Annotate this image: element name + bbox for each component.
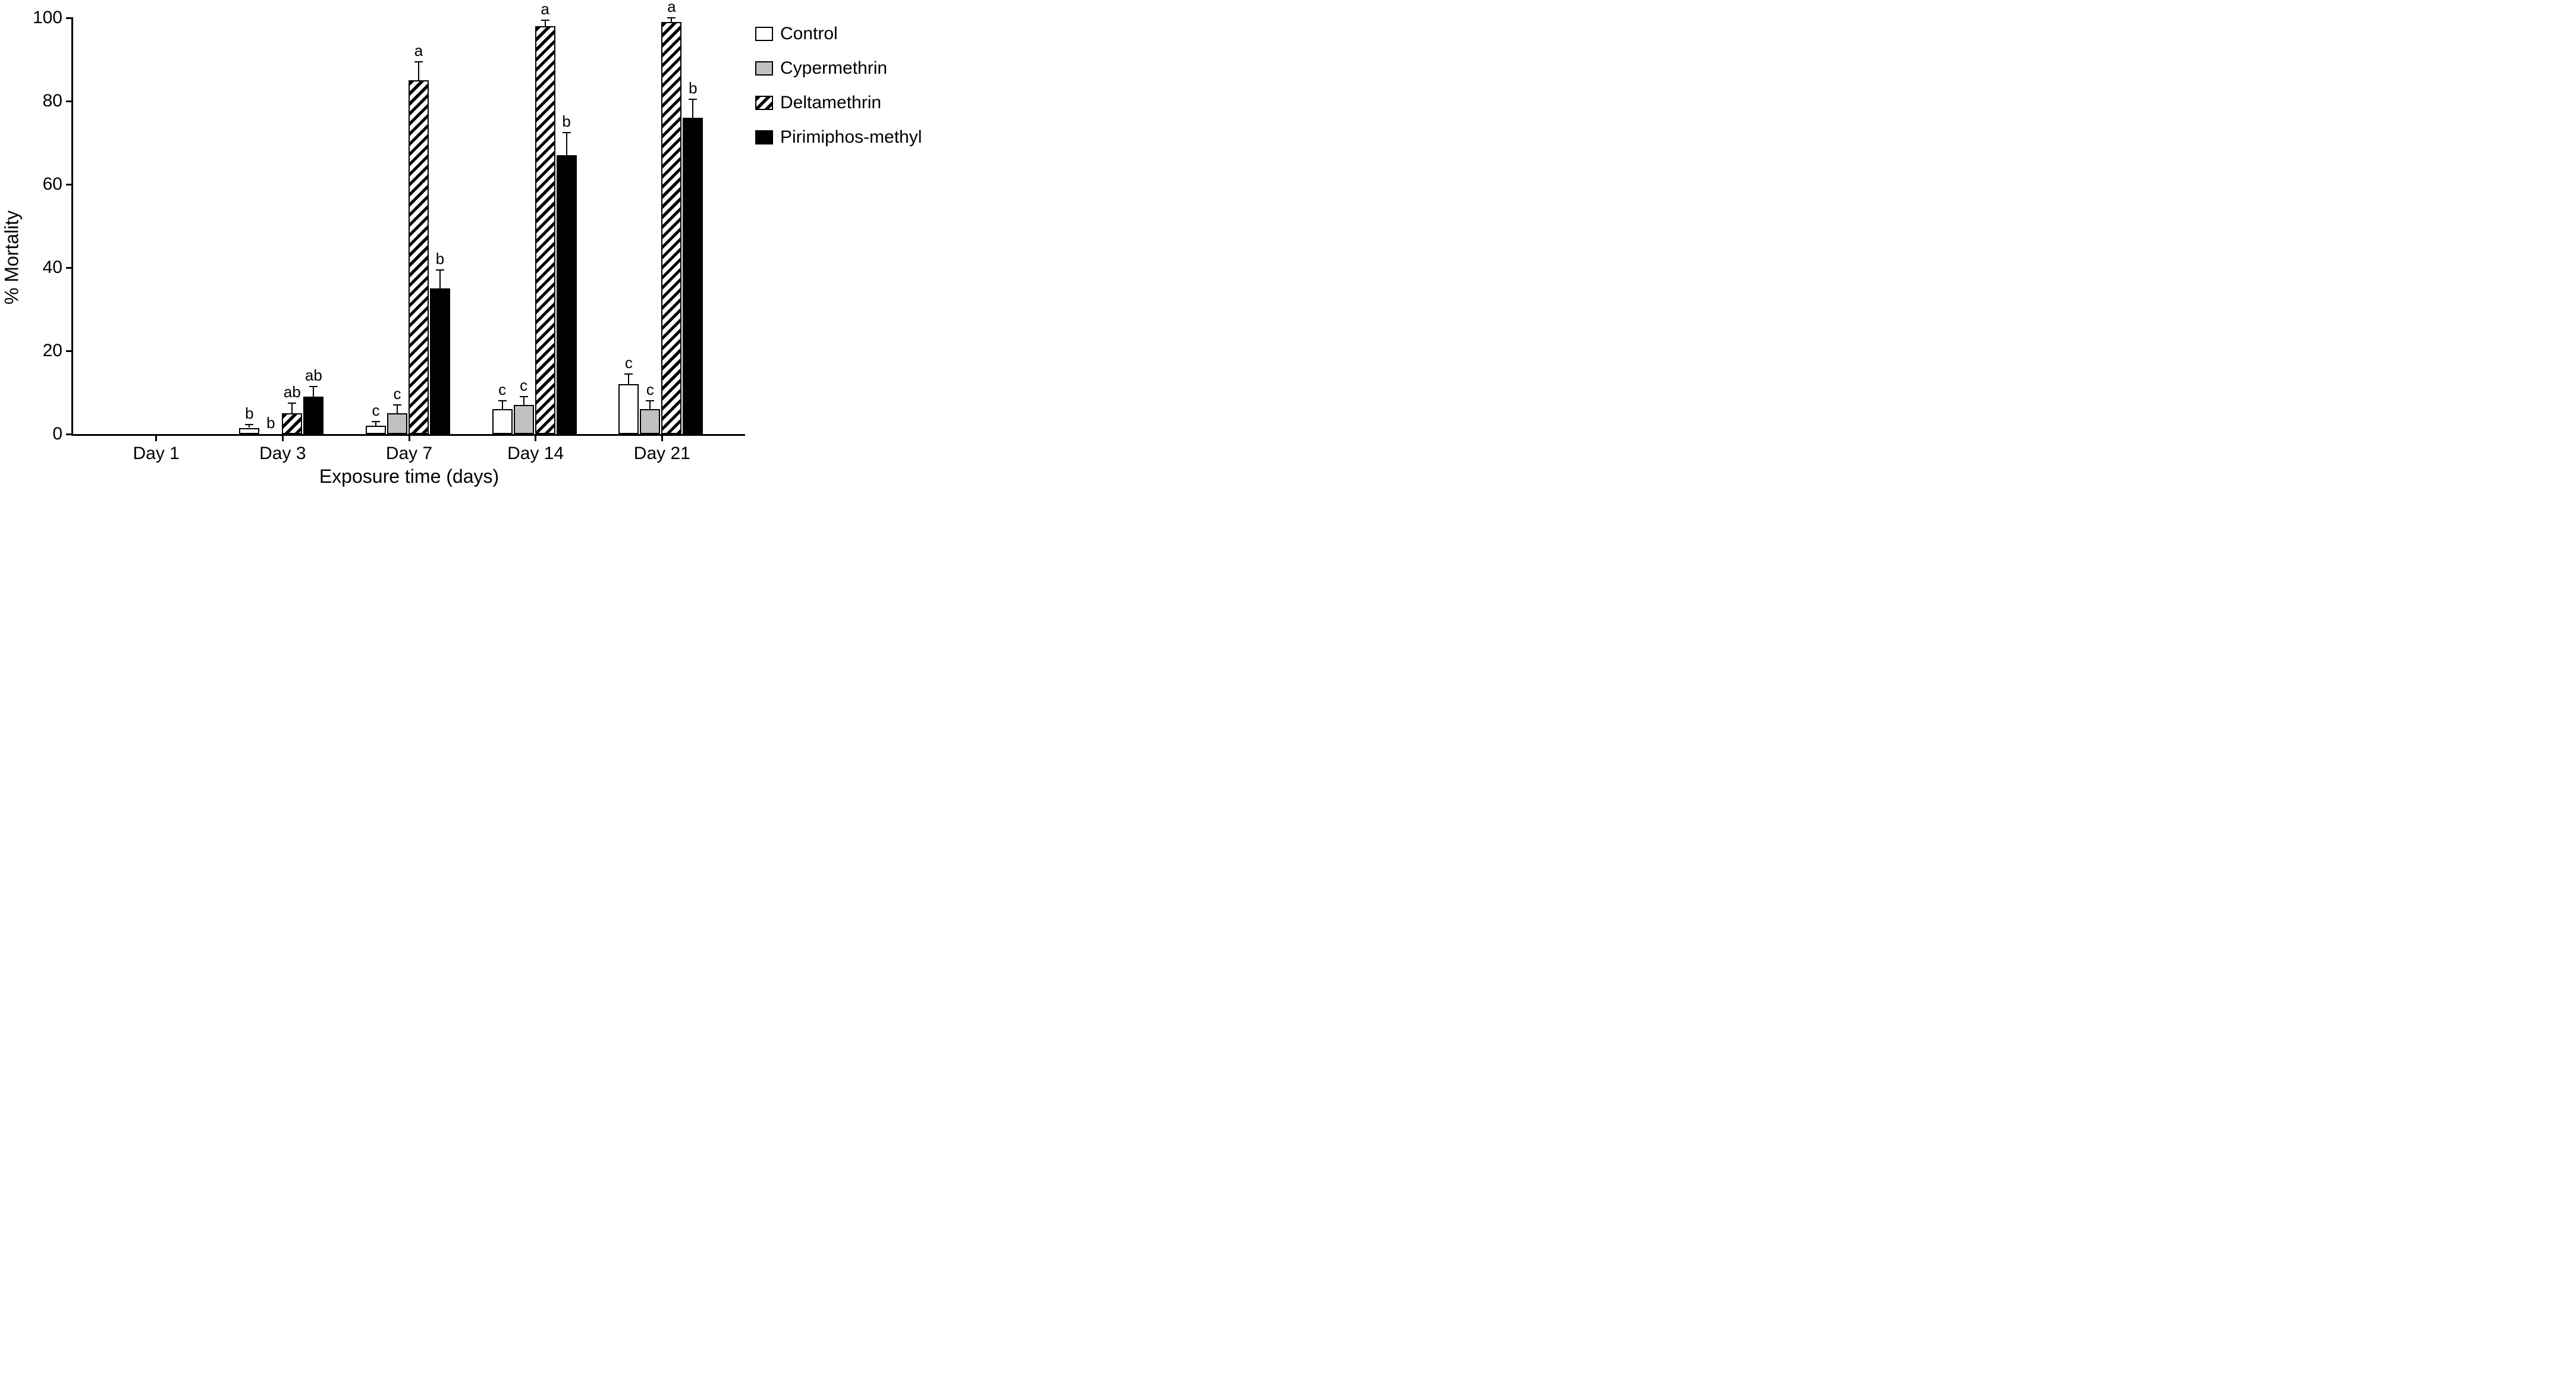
- error-bar: [628, 374, 629, 385]
- y-tick: [66, 100, 73, 102]
- bar-cyper: [640, 409, 660, 434]
- error-cap: [624, 373, 633, 375]
- bar-cyper: [387, 413, 407, 434]
- sig-letter: a: [541, 0, 549, 18]
- error-bar: [313, 387, 314, 397]
- y-tick: [66, 184, 73, 186]
- x-tick: [661, 434, 663, 441]
- legend-label-deltamethrin: Deltamethrin: [780, 93, 881, 113]
- sig-letter: b: [689, 79, 697, 98]
- error-cap: [288, 403, 296, 404]
- sig-letter: c: [394, 385, 401, 403]
- legend-swatch-deltamethrin: [755, 96, 773, 110]
- error-cap: [667, 17, 676, 18]
- x-tick-label: Day 3: [259, 444, 306, 464]
- legend-item-cypermethrin: Cypermethrin: [755, 58, 922, 78]
- bar-control: [618, 384, 639, 434]
- legend-swatch-pirimiphos: [755, 130, 773, 144]
- sig-letter: c: [646, 381, 654, 399]
- legend-label-pirimiphos: Pirimiphos-methyl: [780, 127, 922, 147]
- sig-letter: a: [667, 0, 676, 16]
- y-tick-label: 80: [43, 91, 62, 111]
- x-tick: [282, 434, 284, 441]
- legend-swatch-cypermethrin: [755, 61, 773, 76]
- sig-letter: c: [372, 401, 380, 420]
- error-cap: [309, 386, 318, 387]
- error-cap: [436, 269, 444, 271]
- x-tick-label: Day 1: [133, 444, 179, 464]
- sig-letter: ab: [284, 383, 301, 401]
- error-bar: [692, 99, 693, 118]
- sig-letter: b: [436, 250, 444, 268]
- y-axis-title: % Mortality: [1, 210, 23, 304]
- bar-pirim: [557, 155, 577, 434]
- y-tick-label: 40: [43, 257, 62, 278]
- bar-control: [239, 428, 259, 435]
- error-cap: [498, 400, 507, 401]
- bar-pirim: [683, 118, 703, 434]
- error-bar: [523, 397, 524, 405]
- error-cap: [541, 20, 549, 21]
- legend-label-cypermethrin: Cypermethrin: [780, 58, 887, 78]
- mortality-bar-chart: % Mortality Exposure time (days) 0204060…: [0, 0, 951, 514]
- sig-letter: c: [520, 376, 527, 395]
- sig-letter: a: [414, 42, 423, 60]
- y-tick: [66, 350, 73, 352]
- error-cap: [520, 396, 528, 397]
- sig-letter: b: [245, 404, 253, 423]
- error-cap: [414, 61, 423, 62]
- error-bar: [397, 405, 398, 413]
- sig-letter: b: [266, 414, 275, 432]
- bar-cyper: [514, 405, 534, 434]
- bar-delta: [535, 26, 555, 434]
- legend-item-deltamethrin: Deltamethrin: [755, 93, 922, 113]
- error-cap: [393, 404, 401, 406]
- sig-letter: c: [498, 381, 506, 399]
- bar-delta: [409, 80, 429, 434]
- error-bar: [439, 270, 441, 289]
- y-tick-label: 20: [43, 341, 62, 361]
- bar-control: [492, 409, 513, 434]
- error-cap: [372, 421, 380, 422]
- y-tick: [66, 433, 73, 435]
- legend-item-pirimiphos: Pirimiphos-methyl: [755, 127, 922, 147]
- x-tick: [535, 434, 536, 441]
- legend-item-control: Control: [755, 24, 922, 44]
- error-bar: [502, 401, 503, 409]
- error-bar: [291, 403, 293, 414]
- error-cap: [245, 424, 253, 425]
- legend: Control Cypermethrin Deltamethrin Pirimi…: [755, 24, 922, 162]
- legend-label-control: Control: [780, 24, 838, 44]
- sig-letter: ab: [305, 366, 322, 385]
- y-tick: [66, 17, 73, 19]
- x-tick-label: Day 21: [634, 444, 690, 464]
- error-cap: [646, 400, 654, 401]
- plot-area: Exposure time (days) 020406080100Day 1Da…: [71, 18, 745, 436]
- error-bar: [671, 18, 672, 22]
- y-tick-label: 100: [33, 8, 62, 28]
- bar-control: [366, 426, 386, 434]
- error-cap: [689, 99, 697, 100]
- x-tick: [155, 434, 157, 441]
- bar-pirim: [430, 288, 450, 434]
- sig-letter: c: [625, 354, 633, 372]
- y-tick-label: 0: [52, 424, 62, 444]
- error-bar: [375, 422, 376, 426]
- y-tick: [66, 267, 73, 269]
- x-axis-title: Exposure time (days): [319, 466, 499, 488]
- error-bar: [418, 62, 419, 81]
- legend-swatch-control: [755, 27, 773, 41]
- sig-letter: b: [562, 112, 570, 131]
- x-tick-label: Day 14: [507, 444, 564, 464]
- bar-delta: [282, 413, 302, 434]
- error-bar: [649, 401, 651, 409]
- x-tick: [409, 434, 410, 441]
- error-bar: [545, 20, 546, 27]
- bar-delta: [661, 22, 681, 434]
- y-tick-label: 60: [43, 174, 62, 194]
- error-bar: [566, 133, 567, 156]
- x-tick-label: Day 7: [386, 444, 432, 464]
- error-cap: [563, 132, 571, 133]
- bar-pirim: [303, 397, 323, 434]
